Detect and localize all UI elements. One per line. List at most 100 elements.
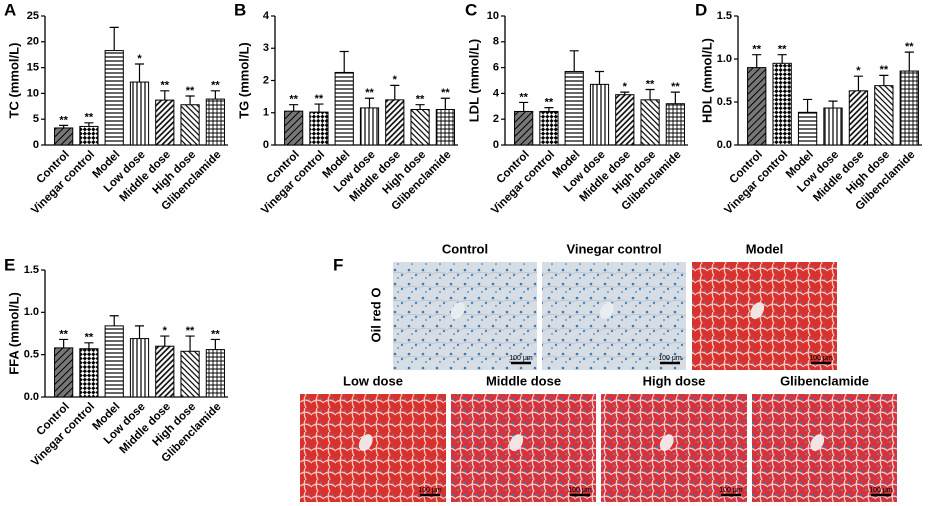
significance: ** [519, 91, 528, 103]
error-bar [364, 97, 375, 108]
y-tick-label: 0 [263, 139, 269, 151]
y-axis-label: TG (mmol/L) [236, 42, 251, 119]
image-title: High dose [643, 373, 706, 388]
bar [309, 111, 329, 146]
panel-letter: C [465, 0, 477, 19]
y-tick-label: 0.5 [717, 96, 732, 108]
bar [155, 99, 175, 146]
error-bar [160, 90, 170, 101]
scale-label: 100 μm [719, 487, 743, 494]
y-tick-label: 2 [263, 74, 269, 86]
bar [129, 81, 150, 146]
error-bar [84, 122, 94, 127]
error-bar [415, 104, 425, 110]
error-bar [594, 70, 605, 85]
bar [104, 325, 124, 398]
error-bar [84, 342, 94, 349]
bar [180, 350, 200, 398]
error-bar [645, 88, 655, 100]
error-bar [59, 338, 69, 348]
panel-letter: E [4, 255, 15, 274]
error-bar [59, 124, 69, 128]
significance: ** [59, 114, 68, 126]
significance: ** [211, 80, 220, 92]
panel-letter: B [234, 0, 246, 19]
bar [104, 50, 124, 146]
error-bar [752, 54, 762, 68]
bar [155, 345, 175, 398]
scale-label: 100 μm [809, 355, 833, 362]
y-tick-label: 10 [27, 87, 39, 99]
error-bar [544, 106, 554, 112]
significance: ** [671, 81, 680, 93]
error-bar [185, 335, 195, 352]
error-bar [314, 103, 324, 113]
significance: * [623, 81, 628, 93]
bar [359, 107, 380, 146]
bar [772, 62, 792, 146]
bar [615, 94, 635, 146]
vessel [509, 434, 524, 451]
scale-label: 100 μm [509, 355, 533, 362]
bar [205, 98, 225, 146]
bar [180, 104, 200, 146]
y-tick-label: 8 [493, 36, 499, 48]
significance: ** [416, 94, 425, 106]
error-bar [134, 63, 145, 83]
error-bar [802, 98, 813, 113]
significance: * [393, 74, 398, 86]
error-bar [185, 95, 195, 105]
image-title: Vinegar control [566, 241, 661, 256]
vessel [599, 302, 614, 319]
y-tick-label: 0 [33, 139, 39, 151]
histology-image [692, 262, 837, 370]
significance: ** [545, 96, 554, 108]
significance: ** [85, 332, 94, 344]
y-tick-label: 20 [27, 36, 39, 48]
histology-image [542, 262, 686, 370]
histology-image [752, 394, 897, 502]
significance: ** [315, 93, 324, 105]
y-tick-label: 1.0 [24, 306, 39, 318]
error-bar [853, 75, 864, 91]
histology-image [300, 394, 446, 502]
error-bar [620, 91, 630, 95]
error-bar [440, 97, 450, 110]
image-title: Glibenclamide [780, 373, 869, 388]
bar [589, 83, 610, 146]
bar [539, 110, 559, 146]
significance: ** [85, 112, 94, 124]
significance: * [137, 53, 142, 65]
vessel [750, 302, 765, 319]
y-axis-label: FFA (mmol/L) [6, 292, 21, 375]
bar [79, 348, 99, 398]
y-tick-label: 1 [263, 107, 269, 119]
scale-label: 100 μm [418, 487, 442, 494]
image-title: Middle dose [486, 373, 561, 388]
histology-image [451, 394, 596, 502]
panel-letter: F [333, 255, 343, 274]
y-tick-label: 25 [27, 10, 39, 22]
y-tick-label: 15 [27, 62, 39, 74]
significance: ** [365, 87, 374, 99]
bar [514, 110, 534, 146]
error-bar [879, 74, 889, 86]
significance: ** [752, 44, 761, 56]
histology-image [601, 394, 747, 502]
vessel [358, 434, 373, 451]
significance: ** [186, 325, 195, 337]
error-bar [904, 51, 914, 72]
error-bar [339, 50, 349, 73]
error-bar [109, 26, 119, 51]
y-tick-label: 5 [33, 113, 39, 125]
image-title: Model [746, 241, 784, 256]
bar [435, 109, 455, 146]
error-bar [134, 325, 145, 339]
bar [848, 90, 869, 146]
bar [564, 70, 584, 146]
bar [899, 70, 919, 146]
bar [334, 71, 354, 146]
error-bar [777, 54, 787, 64]
panel-letter: A [4, 0, 16, 19]
